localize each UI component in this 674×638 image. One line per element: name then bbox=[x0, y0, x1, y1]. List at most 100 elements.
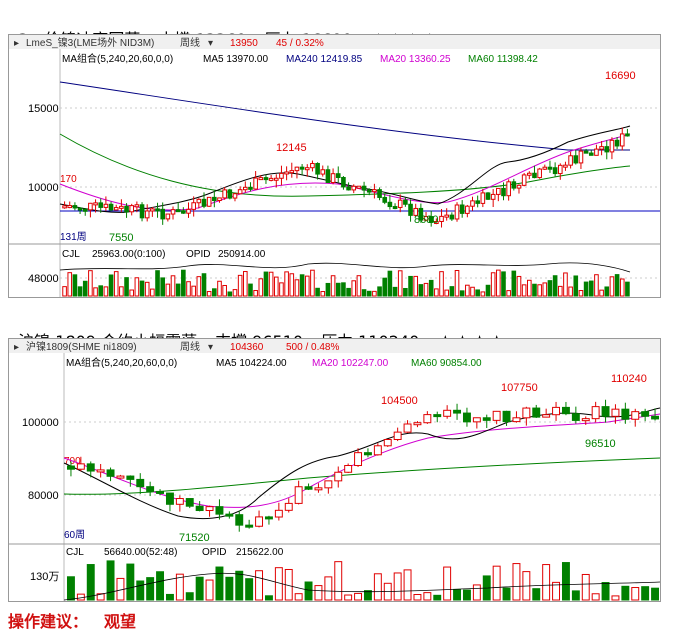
candle bbox=[470, 200, 475, 207]
candle bbox=[175, 498, 184, 505]
volume-bar bbox=[124, 277, 129, 297]
candle bbox=[150, 208, 155, 212]
volume-axis-tick: 48000 bbox=[28, 273, 59, 285]
volume-bar bbox=[93, 287, 98, 297]
volume-bar bbox=[156, 571, 165, 601]
volume-bar bbox=[588, 280, 594, 297]
volume-bar bbox=[108, 274, 114, 297]
period-selector[interactable]: 周线 bbox=[180, 36, 200, 49]
period-label: 60周 bbox=[64, 529, 85, 541]
volume-bar bbox=[165, 593, 174, 601]
candle bbox=[588, 152, 594, 156]
candle bbox=[418, 207, 424, 221]
volume-bar bbox=[521, 284, 527, 297]
period-selector[interactable]: 周线 bbox=[180, 340, 200, 353]
chevron-down-icon[interactable]: ▾ bbox=[208, 342, 213, 353]
annotation-high: 16690 bbox=[605, 70, 636, 82]
volume-bar bbox=[573, 275, 579, 297]
volume-bar bbox=[195, 576, 204, 601]
candle bbox=[274, 509, 283, 518]
volume-bar bbox=[552, 275, 558, 297]
toolbar-icons[interactable]: ▸ bbox=[14, 342, 19, 353]
candle bbox=[98, 202, 104, 208]
candle bbox=[96, 469, 105, 473]
candle bbox=[86, 463, 95, 472]
chart-symbol: 沪镍1809(SHME ni1809) bbox=[26, 340, 137, 353]
volume-bar bbox=[232, 289, 238, 297]
volume-bar bbox=[547, 280, 553, 297]
volume-bar bbox=[310, 269, 315, 297]
candle bbox=[361, 185, 367, 191]
annotation-104500: 104500 bbox=[381, 395, 418, 407]
candle bbox=[77, 207, 83, 211]
candle bbox=[542, 166, 548, 170]
volume-bar bbox=[601, 582, 610, 601]
candle bbox=[235, 514, 244, 526]
volume-bar bbox=[418, 284, 424, 297]
volume-bar bbox=[397, 270, 403, 297]
candle bbox=[351, 185, 357, 191]
volume-bar bbox=[403, 287, 408, 297]
price-change: 45 / 0.32% bbox=[276, 38, 324, 49]
volume-bar bbox=[103, 286, 109, 297]
ma5-value: MA5 104224.00 bbox=[216, 358, 287, 369]
volume-bar bbox=[512, 563, 521, 601]
candle bbox=[583, 150, 589, 154]
volume-bar bbox=[453, 589, 462, 601]
volume-bar bbox=[568, 286, 573, 297]
volume-bar bbox=[604, 286, 610, 297]
volume-bar bbox=[621, 585, 630, 601]
candle bbox=[496, 187, 501, 195]
candle bbox=[472, 417, 481, 423]
price-change: 500 / 0.48% bbox=[286, 342, 339, 353]
candle bbox=[578, 150, 584, 164]
candle bbox=[113, 207, 119, 211]
candle bbox=[156, 490, 165, 494]
volume-bar bbox=[334, 561, 343, 601]
volume-bar bbox=[583, 281, 589, 297]
candle bbox=[641, 411, 650, 417]
candle bbox=[279, 172, 284, 179]
candle bbox=[185, 498, 194, 507]
candle bbox=[212, 196, 217, 202]
chevron-down-icon[interactable]: ▾ bbox=[208, 38, 213, 49]
candle bbox=[522, 407, 531, 419]
volume-bar bbox=[215, 566, 224, 601]
volume-bar bbox=[625, 281, 630, 297]
candle bbox=[335, 173, 341, 178]
price-tick-100000: 100000 bbox=[22, 417, 59, 429]
candle bbox=[201, 198, 207, 207]
opid-value: 250914.00 bbox=[218, 249, 266, 260]
candle bbox=[568, 155, 573, 166]
volume-bar bbox=[324, 576, 333, 601]
candle bbox=[314, 487, 323, 491]
ma240-value: MA240 12419.85 bbox=[286, 54, 363, 65]
volume-bar bbox=[160, 277, 165, 297]
volume-bar bbox=[279, 282, 284, 297]
candle bbox=[408, 203, 413, 216]
candle bbox=[506, 181, 511, 197]
volume-bar bbox=[82, 280, 88, 297]
toolbar-icons[interactable]: ▸ bbox=[14, 38, 19, 49]
volume-bar bbox=[557, 285, 563, 297]
volume-bar bbox=[619, 278, 625, 297]
candle bbox=[573, 155, 579, 164]
volume-bar bbox=[175, 283, 181, 297]
volume-bar bbox=[263, 271, 269, 297]
volume-bar bbox=[459, 290, 465, 297]
candle bbox=[532, 407, 541, 418]
volume-bar bbox=[641, 586, 650, 601]
volume-bar bbox=[150, 288, 155, 297]
volume-bar bbox=[433, 594, 442, 601]
volume-bar bbox=[325, 282, 331, 297]
candle bbox=[304, 486, 313, 490]
volume-bar bbox=[578, 290, 584, 297]
candle bbox=[284, 171, 289, 175]
candle bbox=[346, 186, 351, 191]
candle bbox=[591, 406, 600, 420]
volume-bar bbox=[511, 270, 517, 297]
volume-bar bbox=[351, 280, 357, 297]
candle bbox=[552, 167, 558, 175]
candle bbox=[108, 203, 114, 211]
candle bbox=[264, 516, 273, 520]
